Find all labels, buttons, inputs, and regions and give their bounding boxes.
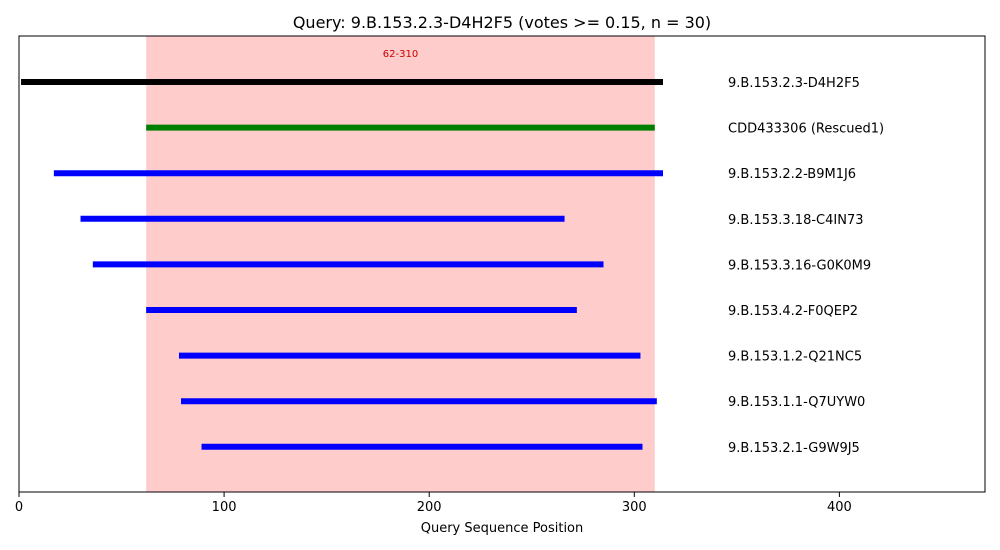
sequence-label: 9.B.153.2.2-B9M1J6	[728, 167, 856, 182]
x-tick-label: 0	[15, 500, 23, 515]
x-tick-label: 400	[827, 500, 852, 515]
sequence-label: 9.B.153.4.2-F0QEP2	[728, 304, 858, 319]
highlight-region-label: 62-310	[383, 49, 418, 60]
sequence-label: 9.B.153.1.2-Q21NC5	[728, 350, 862, 365]
chart-title: Query: 9.B.153.2.3-D4H2F5 (votes >= 0.15…	[293, 13, 711, 32]
sequence-label: 9.B.153.1.1-Q7UYW0	[728, 395, 865, 410]
plot-area: 62-310 9.B.153.2.3-D4H2F5 CDD433306 (Rescu…	[15, 35, 986, 515]
sequence-label: CDD433306 (Rescued1)	[728, 122, 884, 137]
x-axis-title: Query Sequence Position	[421, 521, 584, 536]
x-tick-label: 100	[212, 500, 237, 515]
x-tick-label: 300	[622, 500, 647, 515]
sequence-label: 9.B.153.3.18-C4IN73	[728, 213, 863, 228]
sequence-label: 9.B.153.2.3-D4H2F5	[728, 76, 860, 91]
sequence-label: 9.B.153.2.1-G9W9J5	[728, 441, 860, 456]
sequence-label: 9.B.153.3.16-G0K0M9	[728, 258, 871, 273]
x-tick-label: 200	[417, 500, 442, 515]
plot-frame	[18, 35, 986, 493]
